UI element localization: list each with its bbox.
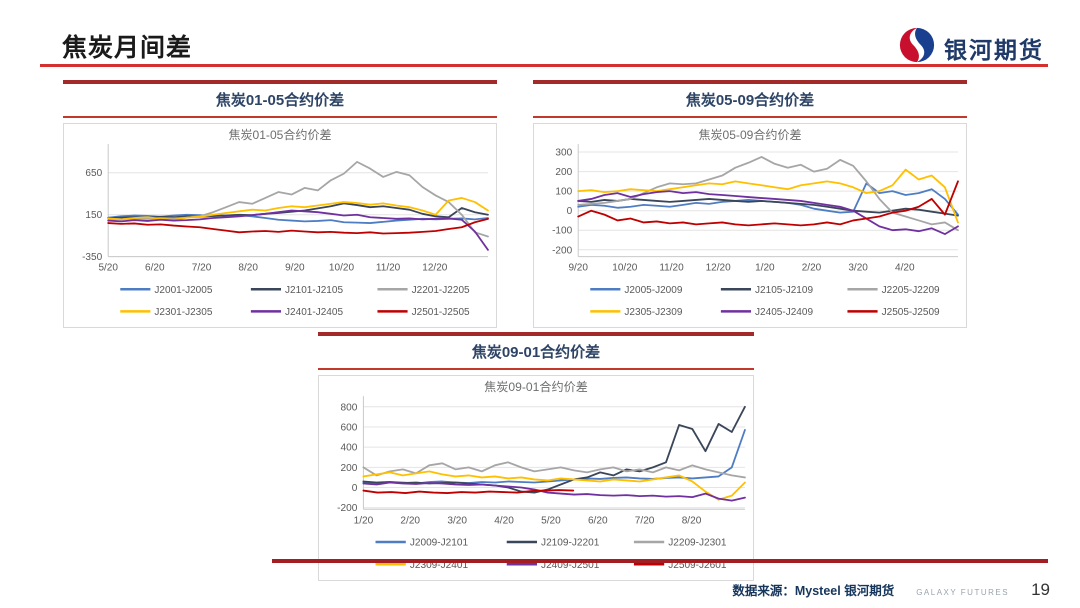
- x-axis-label: 9/20: [285, 263, 305, 274]
- series-J2505-J2509-line: [577, 180, 959, 227]
- galaxy-futures-logo: 银河期货: [898, 26, 1044, 69]
- panel-coke-01-05: 焦炭01-05合约价差 650 150 -350 5/20 6/20 7/20 8/20 9/…: [63, 80, 497, 328]
- legend-label-J2001-J2005: J2001-J2005: [154, 285, 212, 296]
- x-axis-label: 10/20: [612, 263, 638, 274]
- x-axis-label: 5/20: [541, 515, 561, 526]
- chart-05-09-canvas: 300 200 100 0 -100 -200 9/20 10/20 11/20 12/20 1/2…: [552, 127, 959, 318]
- chart-title: 焦炭09-01合约价差: [484, 379, 588, 394]
- title-underline: [40, 64, 1048, 67]
- chart-09-01-canvas: 800 600 400 200 0 -2001/20 2/20 3/20 4/20 5/20 6/2…: [337, 379, 746, 571]
- legend-label-J2401-J2405: J2401-J2405: [285, 307, 343, 318]
- y-axis-label: -100: [552, 226, 572, 237]
- y-axis-label: -200: [552, 245, 572, 256]
- legend-label-J2005-J2009: J2005-J2009: [624, 285, 682, 296]
- y-axis-label: 200: [341, 463, 358, 474]
- x-axis-label: 9/20: [568, 263, 588, 274]
- chart-title: 焦炭01-05合约价差: [228, 127, 331, 142]
- legend-label-J2009-J2101: J2009-J2101: [410, 538, 469, 549]
- panel-header-01-05: 焦炭01-05合约价差: [63, 80, 497, 118]
- legend-label-J2105-J2109: J2105-J2109: [755, 285, 813, 296]
- x-axis-label: 1/20: [755, 263, 775, 274]
- y-axis-label: 100: [555, 187, 572, 198]
- x-axis-label: 4/20: [895, 263, 915, 274]
- series-J2209-J2301-line: [362, 461, 746, 479]
- legend-label-J2501-J2505: J2501-J2505: [412, 307, 470, 318]
- x-axis-label: 3/20: [447, 515, 467, 526]
- panel-coke-09-01: 焦炭09-01合约价差 800 600 400 200 0 -200 1/20 2/20 3/2…: [318, 332, 754, 581]
- galaxy-swirl-icon: [898, 26, 936, 69]
- y-axis-label: 650: [85, 168, 102, 179]
- x-axis-label: 2/20: [802, 263, 822, 274]
- x-axis-label: 5/20: [98, 263, 118, 274]
- y-axis-label: 150: [85, 210, 102, 221]
- logo-text: 银河期货: [944, 36, 1044, 63]
- data-source-label: 数据来源：Mysteel 银河期货: [732, 584, 895, 598]
- page-title: 焦炭月间差: [62, 34, 193, 62]
- footer-brand-label: GALAXY FUTURES: [916, 588, 1010, 597]
- series-J2509-J2601-line: [362, 489, 575, 494]
- chart-box-09-01: 800 600 400 200 0 -200 1/20 2/20 3/20 4/20 5/20 6/2…: [318, 375, 754, 581]
- chart-title: 焦炭05-09合约价差: [698, 127, 801, 142]
- legend-label-J2309-J2401: J2309-J2401: [410, 560, 469, 571]
- x-axis-label: 8/20: [238, 263, 258, 274]
- footer: 数据来源：Mysteel 银河期货 GALAXY FUTURES 19: [732, 580, 1050, 600]
- x-axis-label: 11/20: [376, 263, 401, 274]
- panel-header-05-09: 焦炭05-09合约价差: [533, 80, 967, 118]
- page-number: 19: [1031, 580, 1050, 599]
- legend-label-J2209-J2301: J2209-J2301: [668, 538, 727, 549]
- series-J2405-J2409-line: [577, 190, 959, 236]
- x-axis-label: 2/20: [400, 515, 420, 526]
- x-axis-label: 4/20: [494, 515, 514, 526]
- y-axis-label: 400: [341, 443, 358, 454]
- panel-header-09-01: 焦炭09-01合约价差: [318, 332, 754, 370]
- y-axis-label: 300: [555, 148, 572, 159]
- series-J2401-J2405-line: [107, 209, 489, 251]
- panel-coke-05-09: 焦炭05-09合约价差 300 200 100 0 -100 -200 9/20 10/20 1…: [533, 80, 967, 328]
- series-J2309-J2401-line: [362, 470, 746, 501]
- x-axis-label: 7/20: [192, 263, 212, 274]
- legend-label-J2101-J2105: J2101-J2105: [285, 285, 343, 296]
- legend-label-J2405-J2409: J2405-J2409: [755, 307, 813, 318]
- x-axis-label: 12/20: [422, 263, 448, 274]
- chart-box-05-09: 300 200 100 0 -100 -200 9/20 10/20 11/20 12/20 1/2…: [533, 123, 967, 328]
- series-J2305-J2309-line: [577, 168, 959, 224]
- legend-label-J2201-J2205: J2201-J2205: [412, 285, 470, 296]
- series-J2409-J2501-line: [362, 481, 746, 502]
- legend-label-J2409-J2501: J2409-J2501: [541, 560, 600, 571]
- y-axis-label: -200: [337, 503, 358, 514]
- x-axis-label: 8/20: [682, 515, 702, 526]
- x-axis-label: 12/20: [706, 263, 732, 274]
- legend-label-J2301-J2305: J2301-J2305: [154, 307, 212, 318]
- series-J2501-J2505-line: [107, 217, 489, 235]
- footer-divider-line: [272, 559, 1048, 563]
- x-axis-label: 11/20: [659, 263, 684, 274]
- legend-label-J2509-J2601: J2509-J2601: [668, 560, 727, 571]
- y-axis-label: 200: [555, 167, 572, 178]
- x-axis-label: 6/20: [588, 515, 608, 526]
- y-axis-label: 800: [341, 402, 358, 413]
- x-axis-label: 3/20: [848, 263, 868, 274]
- x-axis-label: 10/20: [329, 263, 355, 274]
- legend-label-J2305-J2309: J2305-J2309: [624, 307, 682, 318]
- y-axis-label: 0: [567, 206, 573, 217]
- y-axis-label: 0: [352, 483, 358, 494]
- legend-label-J2109-J2201: J2109-J2201: [541, 538, 600, 549]
- x-axis-label: 6/20: [145, 263, 165, 274]
- chart-box-01-05: 650 150 -350 5/20 6/20 7/20 8/20 9/20 10/20 11/20…: [63, 123, 497, 328]
- legend-label-J2505-J2509: J2505-J2509: [882, 307, 940, 318]
- y-axis-label: 600: [341, 423, 358, 434]
- series-J2009-J2101-line: [362, 429, 746, 485]
- y-axis-label: -350: [82, 252, 102, 263]
- series-J2201-J2205-line: [107, 160, 489, 238]
- series-J2105-J2109-line: [577, 198, 959, 217]
- legend-label-J2205-J2209: J2205-J2209: [882, 285, 940, 296]
- x-axis-label: 1/20: [354, 515, 374, 526]
- x-axis-label: 7/20: [635, 515, 655, 526]
